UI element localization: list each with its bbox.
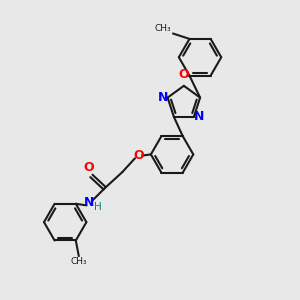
Text: N: N bbox=[194, 110, 204, 123]
Text: CH₃: CH₃ bbox=[70, 257, 87, 266]
Text: O: O bbox=[178, 68, 189, 81]
Text: H: H bbox=[94, 202, 101, 212]
Text: O: O bbox=[84, 160, 94, 174]
Text: N: N bbox=[158, 91, 168, 103]
Text: CH₃: CH₃ bbox=[154, 24, 171, 33]
Text: N: N bbox=[84, 196, 94, 209]
Text: O: O bbox=[133, 149, 144, 162]
